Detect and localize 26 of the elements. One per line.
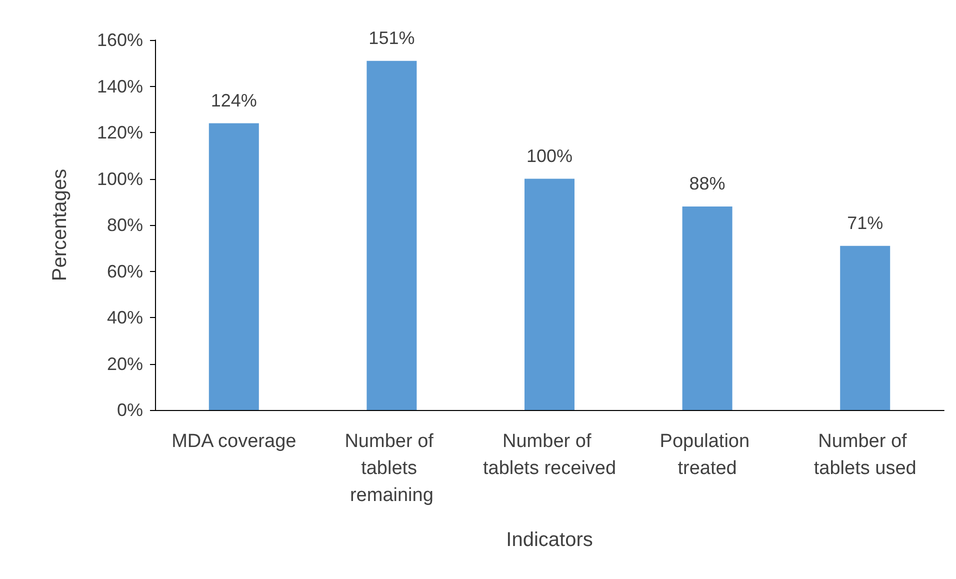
y-tick-label: 100% <box>96 168 143 189</box>
data-label: 124% <box>210 90 257 110</box>
data-label: 100% <box>526 146 573 166</box>
data-label: 151% <box>368 28 415 48</box>
y-tick-label: 80% <box>106 215 143 235</box>
x-tick-label: Number of tablets used <box>814 431 916 479</box>
data-label: 88% <box>689 174 726 194</box>
bar <box>840 246 890 410</box>
bar <box>682 206 732 410</box>
y-tick-label: 120% <box>96 122 143 142</box>
y-tick-label: 40% <box>106 308 143 328</box>
y-axis-title: Percentages <box>49 168 71 282</box>
y-tick-label: 160% <box>96 30 143 50</box>
data-label: 71% <box>847 212 884 233</box>
y-tick-label: 60% <box>106 261 143 282</box>
bar <box>208 123 259 410</box>
y-tick-label: 140% <box>96 76 143 96</box>
bar <box>366 60 417 410</box>
bar <box>524 178 574 410</box>
y-tick-label: 0% <box>116 400 143 420</box>
x-tick-label: Number of tablets remaining <box>344 431 439 506</box>
x-tick-label: Population treated <box>660 431 755 479</box>
y-tick-label: 20% <box>106 354 143 374</box>
x-axis-title: Indicators <box>506 529 593 551</box>
x-tick-label: Number of tablets received <box>482 431 616 479</box>
x-tick-label: MDA coverage <box>172 431 296 452</box>
